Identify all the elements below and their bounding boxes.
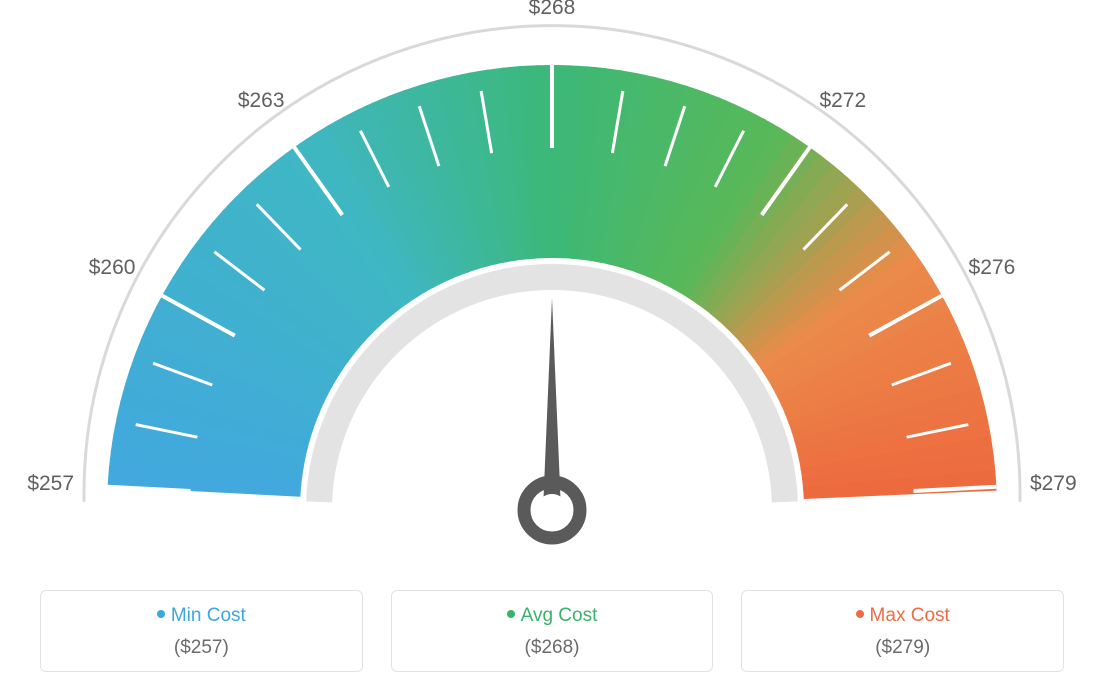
legend-avg-title-text: Avg Cost: [521, 605, 598, 626]
gauge-tick-label: $276: [969, 256, 1016, 280]
dot-icon: [157, 610, 165, 618]
legend-card-avg: Avg Cost ($268): [391, 590, 714, 672]
legend-max-title: Max Cost: [742, 605, 1063, 627]
legend-avg-value: ($268): [392, 637, 713, 659]
dot-icon: [507, 610, 515, 618]
gauge-area: $257 $260 $263 $268 $272 $276 $279: [0, 0, 1104, 560]
gauge-tick-label: $272: [819, 89, 866, 113]
gauge-tick-label: $263: [238, 89, 285, 113]
gauge-svg: [0, 0, 1104, 590]
gauge-tick-label: $260: [89, 256, 136, 280]
dot-icon: [856, 610, 864, 618]
gauge-tick-label: $279: [1030, 472, 1077, 496]
legend-max-title-text: Max Cost: [870, 605, 950, 626]
gauge-chart-container: $257 $260 $263 $268 $272 $276 $279 Min Cost ($…: [0, 0, 1104, 690]
legend-max-value: ($279): [742, 637, 1063, 659]
legend-min-title: Min Cost: [41, 605, 362, 627]
legend-row: Min Cost ($257) Avg Cost ($268) Max Cost…: [40, 590, 1064, 672]
legend-avg-title: Avg Cost: [392, 605, 713, 627]
legend-card-max: Max Cost ($279): [741, 590, 1064, 672]
gauge-tick-label: $257: [27, 472, 74, 496]
legend-min-value: ($257): [41, 637, 362, 659]
legend-min-title-text: Min Cost: [171, 605, 246, 626]
gauge-tick-label: $268: [529, 0, 576, 20]
legend-card-min: Min Cost ($257): [40, 590, 363, 672]
